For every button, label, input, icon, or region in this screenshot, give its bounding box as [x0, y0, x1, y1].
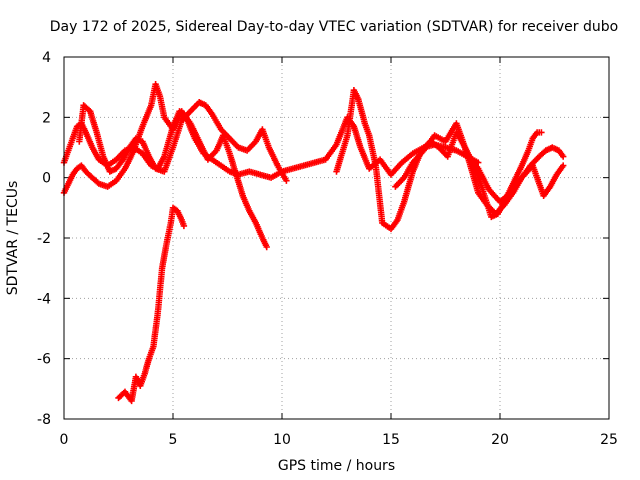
data-point-marker [538, 129, 545, 136]
series-track-f [392, 120, 567, 218]
y-axis-label: SDTVAR / TECUs [5, 181, 21, 296]
y-tick-label: -2 [37, 231, 51, 247]
y-tick-label: -8 [37, 412, 51, 428]
series-track-c [76, 99, 290, 184]
y-tick-label: 4 [42, 50, 51, 66]
grid-lines [64, 57, 609, 419]
x-axis-label: GPS time / hours [278, 458, 395, 474]
axis-ticks: 0 5 10 15 20 25 -8 -6 -4 -2 0 2 4 [37, 50, 618, 448]
y-tick-label: -4 [37, 291, 51, 307]
data-point-marker [180, 222, 188, 230]
x-tick-label: 25 [600, 432, 618, 448]
x-tick-label: 0 [60, 432, 69, 448]
data-point-marker [560, 162, 567, 169]
y-tick-label: 0 [42, 171, 51, 187]
data-point-marker [283, 177, 290, 184]
chart-title: Day 172 of 2025, Sidereal Day-to-day VTE… [50, 19, 618, 35]
y-tick-label: 2 [42, 110, 51, 126]
x-tick-label: 5 [169, 432, 178, 448]
series-track-g [464, 150, 567, 205]
data-point-marker [263, 243, 270, 251]
series-track-b [60, 81, 270, 251]
data-series [60, 81, 567, 405]
data-point-marker [560, 153, 567, 160]
x-tick-label: 20 [491, 432, 509, 448]
x-tick-label: 15 [382, 432, 400, 448]
y-tick-label: -6 [37, 352, 51, 368]
x-tick-label: 10 [273, 432, 291, 448]
plot-frame [63, 56, 610, 420]
series-track-d [115, 204, 188, 405]
series-line [118, 207, 185, 402]
